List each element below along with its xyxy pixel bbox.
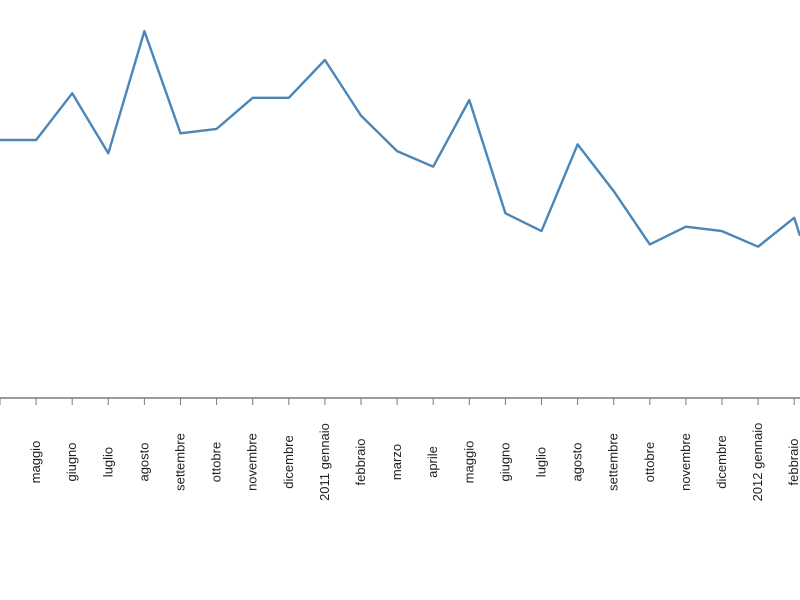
data-point bbox=[360, 114, 362, 117]
data-point bbox=[324, 59, 326, 61]
data-point bbox=[612, 190, 615, 192]
data-point bbox=[468, 99, 471, 101]
data-point bbox=[685, 225, 687, 228]
x-tick-label: settembre bbox=[173, 433, 188, 491]
x-axis-ticks bbox=[0, 398, 795, 405]
data-point bbox=[107, 152, 110, 155]
data-point bbox=[396, 150, 398, 152]
x-tick-label: 2012 gennaio bbox=[750, 423, 765, 502]
data-point bbox=[721, 230, 723, 232]
x-tick-label: dicembre bbox=[281, 435, 296, 488]
x-tick-label: ottobre bbox=[209, 442, 224, 482]
data-point bbox=[251, 96, 254, 99]
x-tick-label: maggio bbox=[461, 441, 476, 484]
data-point bbox=[540, 230, 543, 232]
data-point bbox=[215, 128, 218, 130]
x-axis-tick-labels: maggio giugno luglio agosto settembre ottobre… bbox=[28, 423, 800, 502]
data-point bbox=[432, 165, 435, 168]
x-tick-label: marzo bbox=[389, 444, 404, 480]
x-tick-label: giugno bbox=[497, 442, 512, 481]
x-tick-label: luglio bbox=[100, 447, 115, 477]
data-point bbox=[288, 96, 290, 99]
x-tick-label: dicembre bbox=[714, 435, 729, 488]
x-tick-label: aprile bbox=[425, 446, 440, 478]
data-point bbox=[35, 139, 37, 141]
x-tick-label: novembre bbox=[245, 433, 260, 491]
x-tick-label: novembre bbox=[678, 433, 693, 491]
data-point bbox=[793, 216, 795, 219]
data-point bbox=[179, 132, 182, 135]
x-tick-label: maggio bbox=[28, 441, 43, 484]
series-group bbox=[0, 29, 800, 248]
x-tick-label: agosto bbox=[136, 442, 151, 481]
x-tick-label: febbraio bbox=[353, 439, 368, 486]
data-point bbox=[143, 30, 146, 32]
x-tick-label: settembre bbox=[606, 433, 621, 491]
data-point bbox=[649, 243, 651, 246]
x-tick-label: febbraio bbox=[786, 439, 800, 486]
x-tick-label: giugno bbox=[64, 442, 79, 481]
x-tick-label: agosto bbox=[570, 442, 585, 481]
data-point bbox=[576, 143, 579, 146]
data-point bbox=[71, 92, 73, 95]
x-tick-label: ottobre bbox=[642, 442, 657, 482]
x-tick-label: 2011 gennaio bbox=[317, 423, 332, 501]
series-line bbox=[0, 29, 800, 248]
x-tick-label: luglio bbox=[534, 447, 549, 477]
data-point bbox=[757, 245, 759, 248]
data-point bbox=[504, 212, 507, 215]
